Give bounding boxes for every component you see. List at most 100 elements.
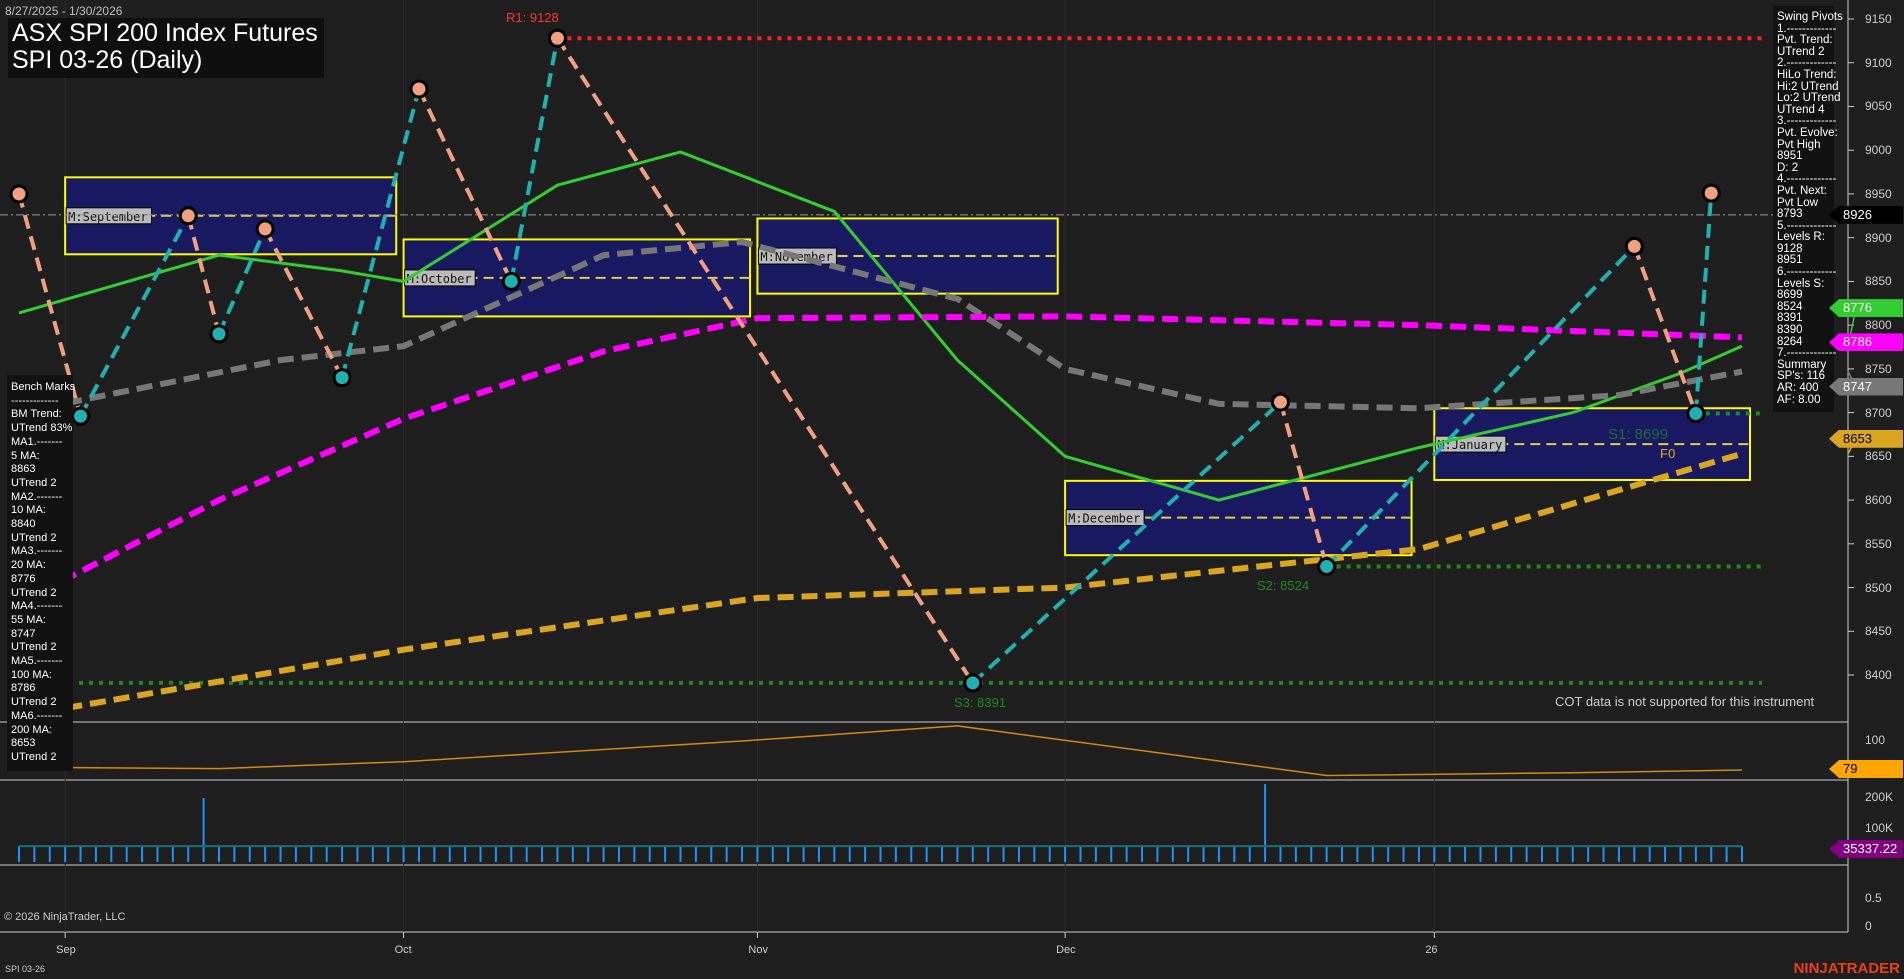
swing-pivots-line: Summary [1777,358,1827,371]
swing-pivots-line: UTrend 4 [1777,103,1825,116]
bench-marks-line: 8840 [11,518,36,531]
y-tick-label: 9000 [1865,143,1892,158]
bench-marks-line: Bench Marks [11,381,76,393]
ninjatrader-logo: NINJATRADER [1793,960,1900,977]
volume-value-label: 35337.22 [1829,840,1903,858]
swing-pivots-line: 8699 [1777,289,1803,302]
bench-marks-line: MA1.------- [11,435,63,448]
bench-marks-line: 5 MA: [11,449,40,462]
swing-pivot-marker [71,406,91,426]
swing-pivot-marker [963,673,983,693]
swing-zigzag-segment [555,37,975,684]
bench-marks-line: UTrend 2 [11,641,57,654]
bench-marks-line: 8653 [11,737,36,750]
copyright: © 2026 NinjaTrader, LLC [4,911,126,923]
swing-pivots-line: 5.------------- [1777,219,1837,232]
bench-marks-line: MA4.------- [11,600,63,613]
swing-pivots-line: Levels R: [1777,231,1825,244]
swing-pivots-line: 8390 [1777,324,1803,337]
swing-pivots-line: 7.------------- [1777,347,1837,360]
swing-pivot-marker [547,28,567,48]
x-tick-label: 26 [1425,944,1438,956]
osc-axis-100: 100 [1865,733,1886,747]
bench-marks-line: UTrend 2 [11,586,57,599]
swing-pivots-line: AR: 400 [1777,382,1819,394]
bench-marks-line: 55 MA: [11,613,46,626]
swing-pivots-line: 8264 [1777,335,1803,348]
price-label: 8747 [1829,377,1903,396]
y-tick-label: 8650 [1865,449,1892,464]
y-tick-label: 9150 [1865,12,1892,26]
y-tick-label: 8900 [1865,230,1892,245]
price-label: 8653 [1829,429,1903,448]
swing-pivots-line: 8951 [1777,150,1803,163]
bench-marks-line: UTrend 2 [11,696,57,709]
monthly-label-bg [65,207,153,225]
date-range: 8/27/2025 - 1/30/2026 [5,4,123,18]
vol-axis-100k: 100K [1865,821,1894,835]
swing-zigzag-segment [509,37,560,282]
swing-pivots-line: Levels S: [1777,277,1825,290]
swing-pivots-line: 8391 [1777,312,1803,325]
bench-marks-line: 20 MA: [11,559,46,572]
bench-marks-line: BM Trend: [11,408,62,421]
monthly-label-bg [404,269,476,287]
price-label: 8786 [1829,333,1903,352]
swing-zigzag-segment [217,228,267,335]
oscillator-line [18,725,1743,777]
instrument-label: SPI 03-26 [5,964,46,974]
y-tick-label: 8750 [1865,361,1892,376]
swing-zigzag-segment [340,88,421,379]
bench-marks-line: 8747 [11,627,36,640]
swing-pivots-line: Pvt. Trend: [1777,34,1833,47]
monthly-box-label: M:December [1068,512,1140,526]
bottom-axis-05: 0.5 [1865,891,1882,905]
swing-pivots-line: Pvt Low [1777,196,1818,209]
x-tick-label: Nov [748,944,768,956]
bench-marks-line: 100 MA: [11,668,52,681]
y-tick-label: 8800 [1865,318,1892,333]
title-line1: ASX SPI 200 Index Futures [12,19,318,47]
swing-pivots-line: 1.------------- [1777,22,1837,35]
swing-pivots-line: 3.------------- [1777,115,1837,128]
ma-line-100ma [17,313,1743,606]
swing-pivot-marker [1701,183,1721,203]
swing-pivots-line: HiLo Trend: [1777,68,1837,81]
y-tick-label: 9050 [1865,99,1892,114]
swing-zigzag-segment [1278,401,1329,568]
bench-marks-line: 200 MA: [11,723,52,736]
swing-pivots-line: AF: 8.00 [1777,393,1821,406]
swing-zigzag-segment [78,214,190,418]
swing-pivots-line: Pvt. Evolve: [1777,126,1838,139]
bench-marks-line: 8786 [11,682,36,695]
x-tick-label: Sep [56,944,76,956]
osc-value-label: 79 [1829,760,1903,778]
swing-pivots-line: D: 2 [1777,161,1799,174]
swing-pivot-marker [9,184,29,204]
y-tick-label: 8500 [1865,580,1892,595]
swing-zigzag-segment [1632,245,1698,415]
y-tick-label: 8950 [1865,186,1892,201]
s1-label: S1: 8699 [1608,426,1669,443]
swing-pivots-line: Swing Pivots [1777,11,1843,23]
swing-pivot-marker [501,271,521,291]
swing-pivots-line: Pvt. Next: [1777,184,1827,197]
swing-zigzag-segment [1693,192,1714,414]
x-tick-label: Oct [394,944,412,956]
swing-pivots-line: 8524 [1777,300,1803,313]
swing-pivots-line: 4.------------- [1777,173,1837,186]
bench-marks-line: UTrend 83% [11,422,73,435]
swing-pivots-line: Hi:2 UTrend [1777,80,1839,93]
ma-line-200ma [18,450,1743,720]
bench-marks-line: UTrend 2 [11,750,57,763]
y-tick-label: 8450 [1865,624,1892,639]
swing-pivots-line: 8951 [1777,254,1803,267]
bench-marks-line: MA6.------- [11,709,63,722]
swing-zigzag-segment [1325,245,1636,568]
cot-message: COT data is not supported for this instr… [1555,694,1815,709]
bench-marks-panel: Bench Marks ------------- BM Trend: UTrend … [7,375,76,771]
x-tick-label: Dec [1056,944,1076,956]
f0-label: F0 [1660,446,1676,461]
bench-marks-line: 8776 [11,572,36,585]
